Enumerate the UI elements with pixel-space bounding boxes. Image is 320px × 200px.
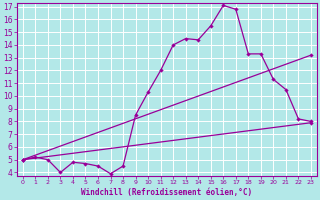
X-axis label: Windchill (Refroidissement éolien,°C): Windchill (Refroidissement éolien,°C) [81, 188, 252, 197]
